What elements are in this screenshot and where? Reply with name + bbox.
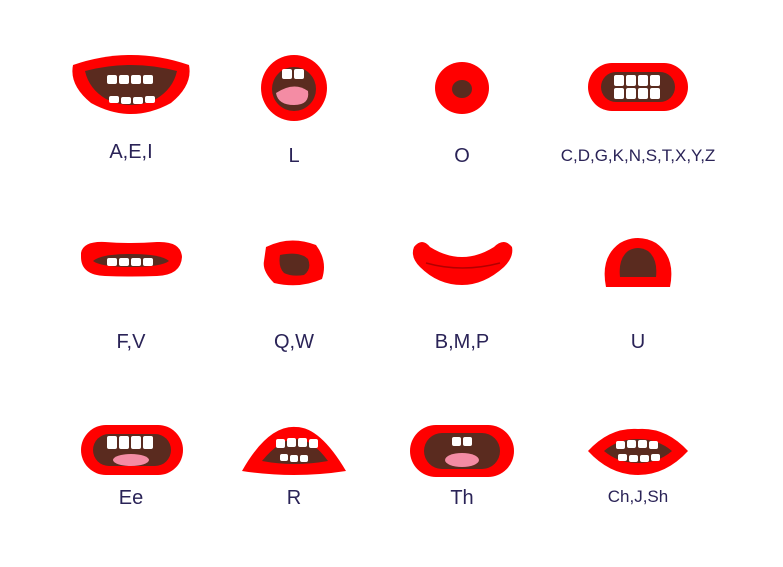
mouth-card-l: L	[204, 45, 384, 195]
mouth-l-icon	[261, 55, 327, 121]
mouth-card-u: U	[548, 227, 728, 377]
mouth-o-icon	[435, 62, 489, 114]
mouth-label-b-m-p: B,M,P	[434, 331, 490, 353]
mouth-label-l: L	[288, 145, 300, 167]
mouth-card-ee: Ee	[41, 417, 221, 567]
mouth-label-f-v: F,V	[116, 331, 146, 353]
mouth-label-a-e-i: A,E,I	[109, 141, 153, 163]
mouth-r-icon	[242, 426, 346, 475]
mouth-card-b-m-p: B,M,P	[372, 227, 552, 377]
mouth-card-f-v: F,V	[41, 227, 221, 377]
mouth-ee-icon	[81, 425, 183, 475]
mouth-card-c-d-g: C,D,G,K,N,S,T,X,Y,Z	[548, 45, 728, 195]
mouth-label-o: O	[454, 145, 470, 167]
mouth-label-ee: Ee	[118, 487, 144, 509]
mouth-c-d-g-icon	[588, 63, 688, 111]
mouth-label-c-d-g: C,D,G,K,N,S,T,X,Y,Z	[560, 146, 716, 165]
mouth-a-e-i-icon	[72, 55, 190, 114]
mouth-b-m-p-icon	[412, 242, 513, 285]
mouth-label-u: U	[630, 331, 646, 353]
mouth-th-icon	[410, 425, 514, 477]
mouth-ch-j-sh-icon	[588, 428, 688, 475]
mouth-u-icon	[604, 238, 672, 287]
mouth-card-th: Th	[372, 417, 552, 567]
mouth-label-q-w: Q,W	[274, 331, 314, 353]
mouth-card-q-w: Q,W	[204, 227, 384, 377]
mouth-label-r: R	[286, 487, 302, 509]
mouth-card-r: R	[204, 417, 384, 567]
mouth-card-o: O	[372, 45, 552, 195]
mouth-label-ch-j-sh: Ch,J,Sh	[607, 487, 669, 506]
mouth-f-v-icon	[81, 241, 182, 277]
mouth-card-ch-j-sh: Ch,J,Sh	[548, 417, 728, 567]
mouth-label-th: Th	[450, 487, 474, 509]
mouth-q-w-icon	[263, 240, 324, 286]
mouth-card-a-e-i: A,E,I	[41, 45, 221, 195]
